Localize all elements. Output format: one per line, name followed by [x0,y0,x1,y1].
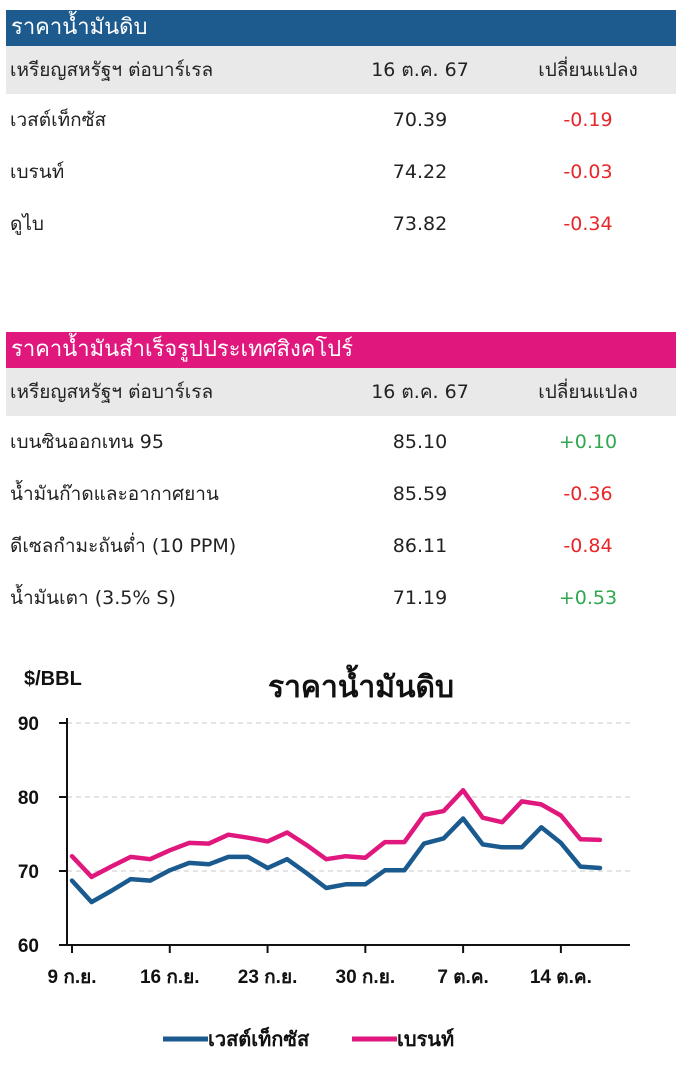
oil-price: 71.19 [392,587,448,609]
table-row: เวสต์เท็กซัส 70.39 -0.19 [6,94,676,146]
oil-price: 73.82 [392,213,448,235]
oil-name: เบรนท์ [10,161,65,183]
oil-change: +0.10 [558,431,618,453]
refined-table: ราคาน้ำมันสำเร็จรูปประเทศสิงคโปร์ เหรียญ… [6,332,676,624]
chart-svg: $/BBL ราคาน้ำมันดิบ 60 70 80 90 9 ก.ย. 16 ก.ย… [18,664,630,1051]
oil-change: +0.53 [558,587,618,609]
oil-price: 74.22 [392,161,448,183]
header-date: 16 ต.ค. 67 [371,381,469,403]
x-tick-label: 23 ก.ย. [238,967,298,988]
oil-name: เบนซินออกเทน 95 [10,431,164,453]
table-row: ดีเซลกำมะถันต่ำ (10 PPM) 86.11 -0.84 [6,520,676,572]
legend-label: เบรนท์ [397,1028,454,1051]
table-row: ดูไบ 73.82 -0.34 [6,198,676,250]
crude-table: ราคาน้ำมันดิบ เหรียญสหรัฐฯ ต่อบาร์เรล 16… [6,10,676,250]
legend-label: เวสต์เท็กซัส [208,1026,310,1051]
oil-name: น้ำมันเตา (3.5% S) [10,587,176,609]
crude-table-header: เหรียญสหรัฐฯ ต่อบาร์เรล 16 ต.ค. 67 เปลี่… [6,46,676,94]
oil-change: -0.36 [563,483,613,505]
crude-price-chart: $/BBL ราคาน้ำมันดิบ 60 70 80 90 9 ก.ย. 16 ก.ย… [0,650,685,1069]
x-tick-label: 9 ก.ย. [47,967,96,988]
oil-change: -0.34 [563,213,613,235]
y-tick-label: 70 [18,862,39,883]
axis-layer: 60 70 80 90 9 ก.ย. 16 ก.ย. 23 ก.ย. 30 ก.ย. 7 ต.ค… [18,714,630,988]
header-unit: เหรียญสหรัฐฯ ต่อบาร์เรล [10,59,214,81]
header-unit: เหรียญสหรัฐฯ ต่อบาร์เรล [10,381,214,403]
oil-price: 85.59 [392,483,448,505]
crude-table-title: ราคาน้ำมันดิบ [6,10,676,46]
series-line [69,788,603,880]
refined-table-header: เหรียญสหรัฐฯ ต่อบาร์เรล 16 ต.ค. 67 เปลี่… [6,368,676,416]
oil-name: ดีเซลกำมะถันต่ำ (10 PPM) [10,535,237,557]
table-row: เบนซินออกเทน 95 85.10 +0.10 [6,416,676,468]
refined-table-title: ราคาน้ำมันสำเร็จรูปประเทศสิงคโปร์ [6,332,676,368]
x-tick-label: 14 ต.ค. [530,967,592,988]
oil-price: 70.39 [392,109,448,131]
oil-change: -0.03 [563,161,613,183]
x-tick-label: 7 ต.ค. [437,967,488,988]
header-change: เปลี่ยนแปลง [538,59,638,81]
oil-name: น้ำมันก๊าดและอากาศยาน [10,483,219,505]
legend: เวสต์เท็กซัส เบรนท์ [163,1026,454,1051]
oil-name: เวสต์เท็กซัส [10,109,107,131]
header-change: เปลี่ยนแปลง [538,381,638,403]
y-tick-label: 90 [18,714,39,735]
oil-price: 86.11 [392,535,448,557]
y-tick-label: 80 [18,788,39,809]
header-date: 16 ต.ค. 67 [371,59,469,81]
table-row: เบรนท์ 74.22 -0.03 [6,146,676,198]
table-row: น้ำมันเตา (3.5% S) 71.19 +0.53 [6,572,676,624]
oil-change: -0.19 [563,109,613,131]
y-tick-label: 60 [18,936,39,957]
grid-layer [67,722,630,872]
table-row: น้ำมันก๊าดและอากาศยาน 85.59 -0.36 [6,468,676,520]
series-line [69,816,603,905]
chart-title: ราคาน้ำมันดิบ [268,664,454,704]
y-axis-unit-label: $/BBL [24,668,82,690]
x-tick-label: 16 ก.ย. [140,967,200,988]
x-tick-label: 30 ก.ย. [336,967,396,988]
series-layer [69,788,603,905]
oil-price: 85.10 [392,431,448,453]
oil-name: ดูไบ [10,213,44,235]
oil-change: -0.84 [563,535,613,557]
